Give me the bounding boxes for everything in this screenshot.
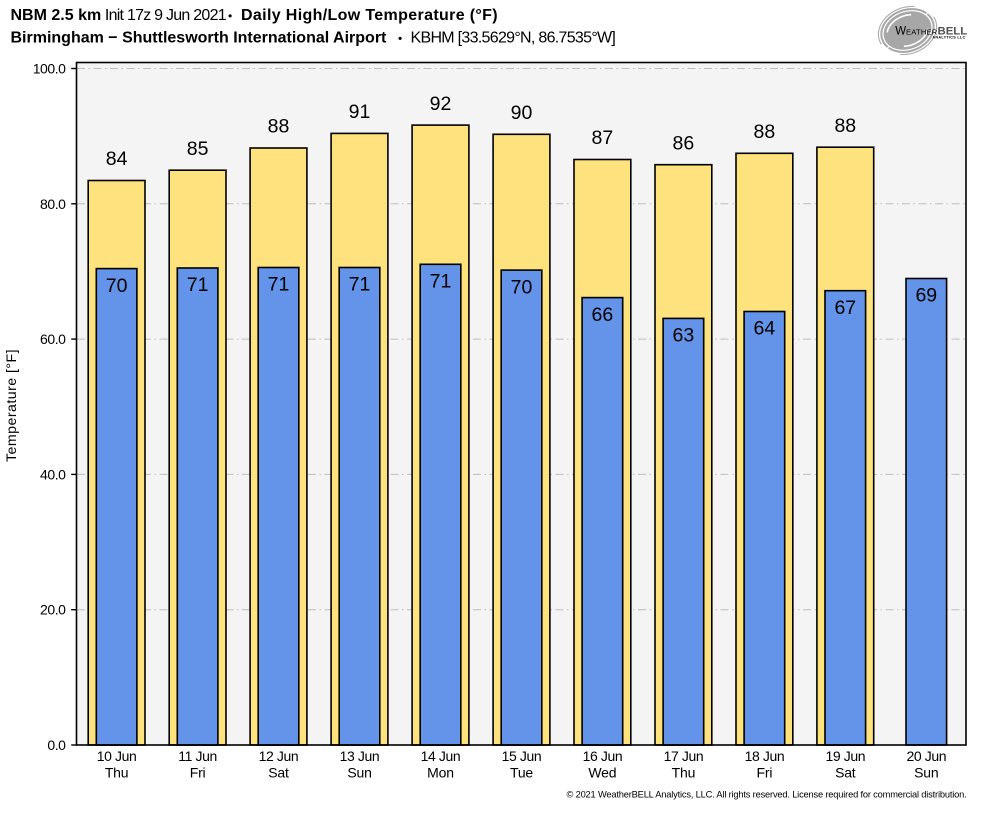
svg-text:67: 67 xyxy=(834,297,856,319)
svg-text:20.0: 20.0 xyxy=(40,602,66,618)
svg-text:69: 69 xyxy=(915,285,937,307)
svg-text:88: 88 xyxy=(754,121,776,143)
svg-text:NBM 2.5 km Init 17z 9 Jun 2021: NBM 2.5 km Init 17z 9 Jun 2021 • Daily Hig… xyxy=(11,7,498,24)
svg-text:18 Jun: 18 Jun xyxy=(745,748,785,764)
svg-text:Mon: Mon xyxy=(427,764,454,780)
svg-text:88: 88 xyxy=(834,115,856,137)
svg-text:70: 70 xyxy=(511,276,533,298)
svg-text:13 Jun: 13 Jun xyxy=(340,748,380,764)
svg-text:86: 86 xyxy=(673,132,695,154)
svg-text:Tue: Tue xyxy=(510,764,533,780)
svg-text:71: 71 xyxy=(268,274,290,296)
svg-text:70: 70 xyxy=(106,275,128,297)
svg-text:90: 90 xyxy=(511,102,533,124)
svg-text:Thu: Thu xyxy=(105,764,129,780)
svg-text:Temperature [°F]: Temperature [°F] xyxy=(4,349,20,462)
svg-text:91: 91 xyxy=(349,101,371,123)
svg-text:WEATHERBELL: WEATHERBELL xyxy=(895,25,967,37)
svg-text:ANALYTICS LLC: ANALYTICS LLC xyxy=(932,34,965,39)
svg-text:19 Jun: 19 Jun xyxy=(825,748,865,764)
svg-text:63: 63 xyxy=(673,325,695,347)
svg-text:80.0: 80.0 xyxy=(40,196,66,212)
svg-text:Thu: Thu xyxy=(672,764,696,780)
svg-text:71: 71 xyxy=(430,271,452,293)
svg-text:12 Jun: 12 Jun xyxy=(259,748,299,764)
svg-text:11 Jun: 11 Jun xyxy=(178,748,217,764)
svg-text:87: 87 xyxy=(592,127,614,149)
svg-text:64: 64 xyxy=(754,318,776,340)
svg-text:40.0: 40.0 xyxy=(40,466,66,482)
svg-text:100.0: 100.0 xyxy=(33,61,66,77)
svg-text:66: 66 xyxy=(592,304,614,326)
svg-text:Wed: Wed xyxy=(588,764,616,780)
svg-text:0.0: 0.0 xyxy=(47,737,66,753)
svg-text:16 Jun: 16 Jun xyxy=(583,748,623,764)
svg-text:Fri: Fri xyxy=(757,764,773,780)
svg-text:15 Jun: 15 Jun xyxy=(502,748,542,764)
svg-text:60.0: 60.0 xyxy=(40,331,66,347)
svg-text:92: 92 xyxy=(430,93,452,115)
svg-text:20 Jun: 20 Jun xyxy=(906,748,946,764)
svg-text:71: 71 xyxy=(187,274,209,296)
svg-text:84: 84 xyxy=(106,148,128,170)
svg-text:Sun: Sun xyxy=(914,764,938,780)
svg-text:88: 88 xyxy=(268,116,290,138)
svg-text:Sat: Sat xyxy=(835,764,856,780)
svg-text:Birmingham − Shuttlesworth Int: Birmingham − Shuttlesworth International… xyxy=(11,29,616,46)
svg-text:17 Jun: 17 Jun xyxy=(664,748,704,764)
svg-text:Fri: Fri xyxy=(190,764,206,780)
svg-text:85: 85 xyxy=(187,138,209,160)
svg-text:71: 71 xyxy=(349,274,371,296)
svg-text:© 2021 WeatherBELL Analytics,: © 2021 WeatherBELL Analytics, LLC. All r… xyxy=(567,790,967,800)
svg-text:Sat: Sat xyxy=(268,764,289,780)
svg-text:Sun: Sun xyxy=(347,764,371,780)
svg-text:14 Jun: 14 Jun xyxy=(421,748,461,764)
svg-text:10 Jun: 10 Jun xyxy=(97,748,137,764)
